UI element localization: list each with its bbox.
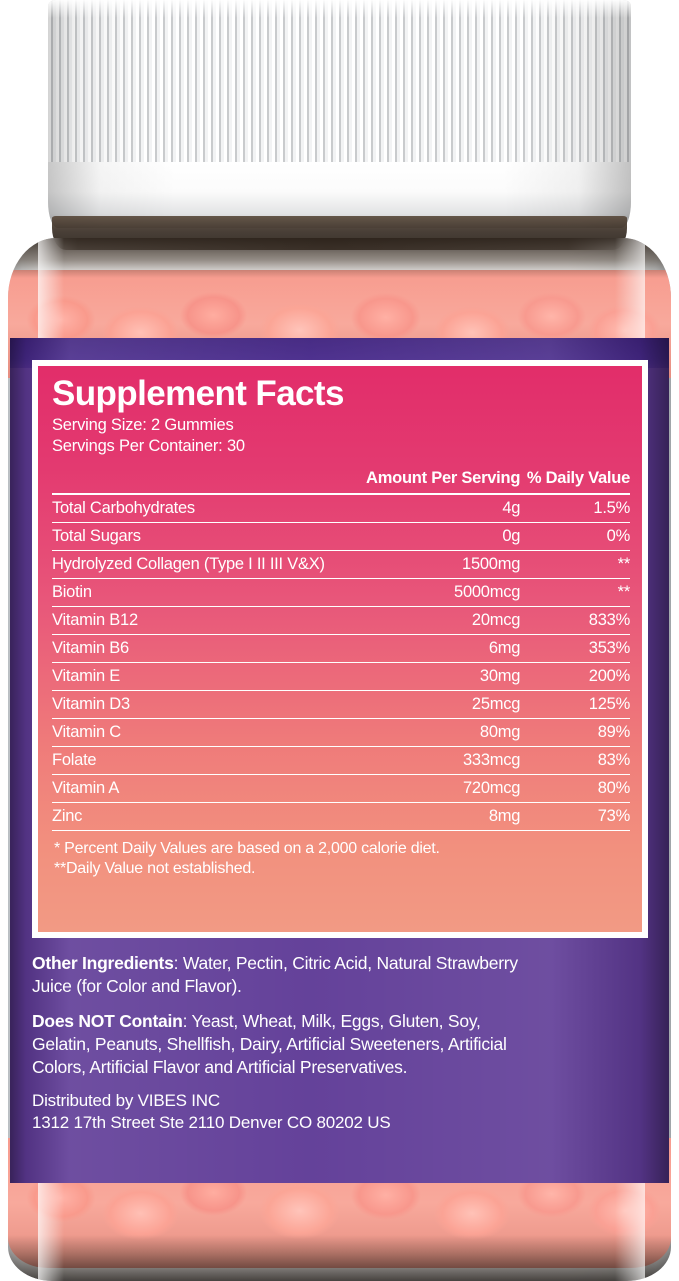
nutrient-daily-value: 89% [597,722,631,741]
nutrient-name: Biotin [52,582,92,601]
supplement-facts-table: Amount Per Serving % Daily Value Total C… [52,464,631,831]
servings-per-container: Servings Per Container: 30 [52,436,245,455]
distributor-block: Distributed by VIBES INC 1312 17th Stree… [32,1090,652,1134]
nutrient-name: Zinc [52,806,83,825]
bottle-shoulder-shadow [8,238,671,278]
nutrient-name: Hydrolyzed Collagen (Type I II III V&X) [52,554,325,573]
table-row: Vitamin E 30mg 200% [52,662,630,691]
nutrient-daily-value: 80% [597,778,631,797]
cap-top-highlight [48,0,631,18]
header-amount-per-serving: Amount Per Serving [358,464,520,495]
other-ingredients-heading: Other Ingredients [32,953,174,973]
table-body: Total Carbohydrates 4g 1.5% Total Sugars… [52,494,631,831]
nutrient-amount: 5000mcg [454,582,521,601]
nutrient-amount: 8mg [488,806,521,825]
nutrient-amount: 25mcg [471,694,521,713]
does-not-contain-line-2: Gelatin, Peanuts, Shellfish, Dairy, Arti… [32,1033,507,1054]
nutrient-daily-value: 73% [597,806,631,825]
nutrient-amount: 20mcg [471,610,521,629]
table-header-row: Amount Per Serving % Daily Value [52,464,630,495]
bottle-cap [48,0,631,228]
header-daily-value: % Daily Value [520,464,630,495]
nutrient-daily-value: 1.5% [593,498,630,517]
nutrient-name: Vitamin E [52,666,121,685]
supplement-facts-panel-frame: Supplement Facts Serving Size: 2 Gummies… [32,360,648,938]
table-row: Zinc 8mg 73% [52,802,631,831]
nutrient-daily-value: 833% [588,610,630,629]
nutrient-daily-value: ** [617,554,631,573]
footnote-daily-values: * Percent Daily Values are based on a 2,… [54,839,440,857]
serving-size: Serving Size: 2 Gummies [52,415,234,434]
does-not-contain-separator: : [182,1010,192,1031]
nutrient-name: Total Carbohydrates [52,498,195,517]
label-lower-text: Other Ingredients: Water, Pectin, Citric… [32,952,652,1135]
other-ingredients-line-2: Juice (for Color and Flavor). [32,976,242,997]
nutrient-amount: 333mcg [462,750,521,769]
nutrient-amount: 6mg [488,638,521,657]
table-row: Total Sugars 0g 0% [52,522,631,551]
other-ingredients-text: Water, Pectin, Citric Acid, Natural Stra… [182,953,518,973]
table-row: Hydrolyzed Collagen (Type I II III V&X) … [52,550,631,579]
supplement-facts-panel: Supplement Facts Serving Size: 2 Gummies… [38,366,642,932]
nutrient-name: Vitamin C [52,722,121,741]
table-row: Vitamin A 720mcg 80% [52,774,631,803]
nutrient-amount: 4g [502,498,521,517]
nutrient-amount: 0g [502,526,521,545]
does-not-contain-line-3: Colors, Artificial Flavor and Artificial… [32,1057,408,1078]
supplement-facts-title: Supplement Facts [52,374,344,413]
nutrient-amount: 30mg [479,666,521,685]
does-not-contain-line-1: Does NOT Contain: Yeast, Wheat, Milk, Eg… [32,1010,652,1033]
nutrient-daily-value: 200% [588,666,630,685]
other-ingredients-separator: : [173,953,183,973]
product-label: Supplement Facts Serving Size: 2 Gummies… [10,338,669,1183]
nutrient-daily-value: 83% [597,750,631,769]
table-row: Total Carbohydrates 4g 1.5% [52,494,630,523]
header-nutrient [52,464,359,495]
nutrient-amount: 1500mg [462,554,521,573]
nutrient-name: Folate [52,750,97,769]
nutrient-amount: 720mcg [462,778,521,797]
table-row: Folate 333mcg 83% [52,746,631,775]
table-row: Vitamin B6 6mg 353% [52,634,630,663]
table-row: Vitamin C 80mg 89% [52,718,631,747]
footnote-not-established: **Daily Value not established. [54,860,256,878]
table-row: Vitamin B12 20mcg 833% [52,606,630,635]
does-not-contain-text: Yeast, Wheat, Milk, Eggs, Gluten, Soy, [191,1010,481,1031]
other-ingredients-block: Other Ingredients: Water, Pectin, Citric… [32,952,652,999]
nutrient-name: Vitamin B12 [52,610,138,629]
nutrient-name: Vitamin D3 [52,694,130,713]
nutrient-daily-value: 125% [588,694,630,713]
does-not-contain-block: Does NOT Contain: Yeast, Wheat, Milk, Eg… [32,1010,652,1080]
nutrient-daily-value: ** [617,582,631,601]
nutrient-daily-value: 0% [606,526,631,545]
distributor-address: 1312 17th Street Ste 2110 Denver CO 8020… [32,1113,391,1133]
nutrient-daily-value: 353% [588,638,630,657]
table-row: Vitamin D3 25mcg 125% [52,690,630,719]
footnotes: * Percent Daily Values are based on a 2,… [52,839,630,880]
bottle-base-shadow [8,1235,671,1281]
nutrient-name: Vitamin B6 [52,638,129,657]
other-ingredients-line-1: Other Ingredients: Water, Pectin, Citric… [32,952,652,975]
nutrient-name: Total Sugars [52,526,141,545]
distributor-name: Distributed by VIBES INC [32,1091,220,1111]
does-not-contain-heading: Does NOT Contain [32,1010,183,1031]
nutrient-amount: 80mg [479,722,521,741]
nutrient-name: Vitamin A [52,778,120,797]
table-row: Biotin 5000mcg ** [52,578,631,607]
table-head: Amount Per Serving % Daily Value [52,464,630,495]
